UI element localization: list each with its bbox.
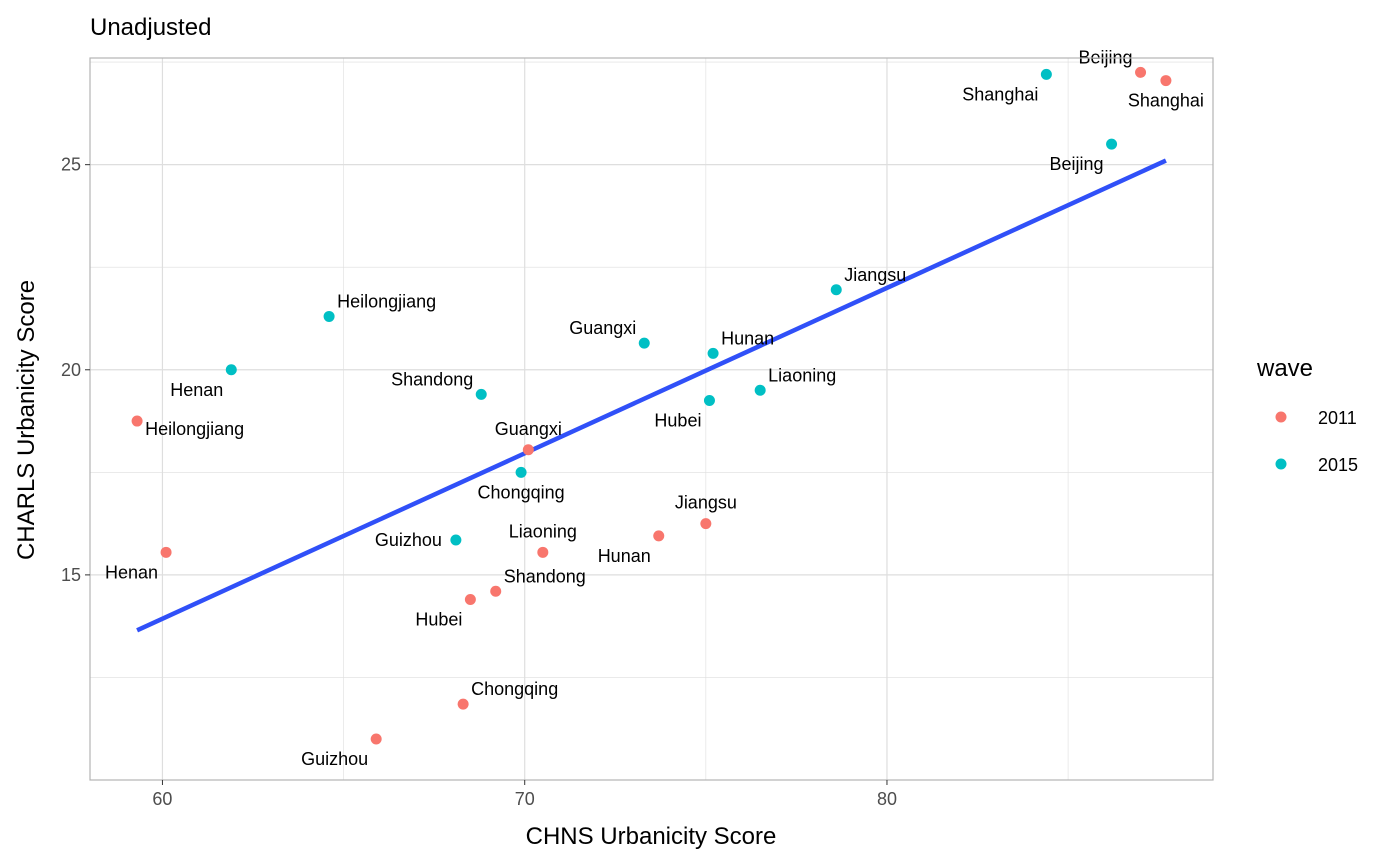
x-tick-label: 70 — [515, 789, 535, 809]
point-label: Guizhou — [301, 749, 368, 769]
points-layer — [131, 66, 1172, 745]
point-label: Hunan — [598, 546, 651, 566]
point-label: Heilongjiang — [145, 419, 244, 439]
legend-key-2011 — [1275, 411, 1287, 423]
data-point-2015 — [515, 466, 527, 478]
point-label: Henan — [170, 380, 223, 400]
data-point-2011 — [700, 518, 712, 530]
x-tick-label: 80 — [877, 789, 897, 809]
point-label: Hunan — [721, 328, 774, 348]
point-label: Chongqing — [478, 482, 565, 502]
point-label: Shandong — [391, 369, 473, 389]
data-point-2011 — [522, 444, 534, 456]
data-point-2015 — [323, 310, 335, 322]
point-label: Hubei — [415, 610, 462, 630]
point-label: Jiangsu — [844, 265, 906, 285]
plot-grid — [90, 58, 1213, 780]
x-axis-ticks: 60 70 80 — [152, 780, 897, 809]
legend-label: 2011 — [1318, 408, 1357, 428]
point-label: Shandong — [504, 566, 586, 586]
data-point-2011 — [464, 594, 476, 605]
point-label: Henan — [105, 562, 158, 582]
point-label: Liaoning — [768, 365, 836, 385]
data-point-2011 — [490, 585, 502, 597]
point-label: Shanghai — [962, 84, 1038, 104]
point-label: Heilongjiang — [337, 291, 436, 311]
y-tick-label: 15 — [61, 565, 81, 585]
legend-label: 2015 — [1318, 455, 1358, 475]
point-label: Beijing — [1079, 47, 1133, 67]
regression-line — [136, 158, 1167, 633]
legend-title: wave — [1256, 355, 1313, 382]
x-tick-label: 60 — [152, 789, 172, 809]
plot-border — [89, 57, 1214, 781]
data-point-2015 — [475, 388, 487, 400]
data-point-2011 — [1135, 66, 1147, 78]
data-point-2011 — [160, 546, 172, 558]
y-axis-ticks: 15 20 25 — [61, 155, 90, 585]
point-label: Guangxi — [569, 318, 636, 338]
data-point-2015 — [754, 384, 766, 396]
chart-title: Unadjusted — [90, 14, 211, 41]
legend-key-2015 — [1275, 458, 1287, 470]
point-label: Beijing — [1050, 154, 1104, 174]
point-label: Liaoning — [509, 521, 577, 541]
y-tick-label: 25 — [61, 155, 81, 175]
point-label: Hubei — [654, 411, 701, 431]
x-axis-title: CHNS Urbanicity Score — [526, 823, 777, 850]
data-point-2015 — [707, 347, 719, 359]
data-point-2015 — [703, 395, 715, 407]
data-point-2015 — [638, 337, 650, 349]
data-point-2011 — [457, 698, 469, 710]
data-point-2011 — [131, 415, 143, 427]
point-label: Guizhou — [375, 530, 442, 550]
data-point-2015 — [1040, 68, 1052, 80]
data-point-2011 — [537, 546, 549, 558]
data-point-2015 — [450, 534, 462, 546]
y-axis-title: CHARLS Urbanicity Score — [13, 280, 40, 560]
data-point-2011 — [1160, 75, 1172, 87]
y-tick-label: 20 — [61, 360, 81, 380]
data-point-2015 — [225, 364, 237, 376]
data-point-2015 — [1106, 138, 1118, 150]
data-point-2015 — [830, 284, 842, 296]
legend: wave 2011 2015 — [1256, 355, 1358, 475]
data-point-2011 — [653, 530, 665, 542]
legend-items: 2011 2015 — [1275, 408, 1358, 475]
point-label: Jiangsu — [675, 493, 737, 513]
point-label: Chongqing — [471, 679, 558, 699]
fit-line-layer — [136, 158, 1167, 633]
data-point-2011 — [370, 733, 382, 745]
point-label: Shanghai — [1128, 91, 1204, 111]
point-labels-layer: Beijing Shanghai Heilongjiang Guangxi Henan L… — [105, 47, 1204, 769]
point-label: Guangxi — [495, 419, 562, 439]
